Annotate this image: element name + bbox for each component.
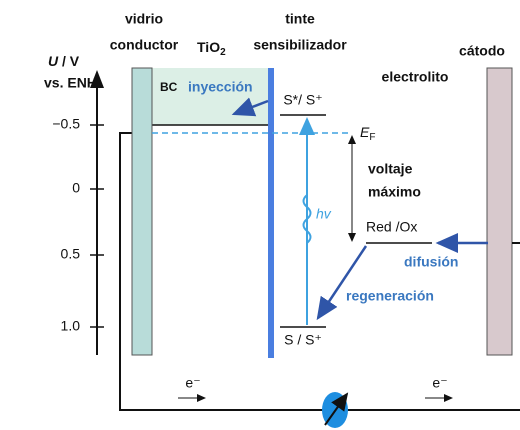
axis-unit: / V	[62, 53, 80, 69]
glass-label: vidrio	[125, 11, 163, 27]
conduction-band-region	[152, 68, 270, 125]
photon-wave	[302, 194, 312, 244]
tick-label: 1.0	[61, 318, 81, 334]
tio2-label: TiO2	[197, 39, 226, 58]
tick-label: −0.5	[52, 116, 80, 132]
tio2-subscript: 2	[220, 47, 226, 58]
circuit-wire	[119, 132, 520, 411]
dye-layer	[268, 68, 274, 358]
cathode	[486, 67, 513, 356]
fermi-subscript: F	[369, 132, 375, 143]
axis-label: U / V	[48, 53, 80, 69]
photon-label: hv	[316, 206, 332, 222]
voltage-label: máximo	[368, 184, 421, 200]
fermi-label: EF	[360, 124, 375, 143]
regeneration-label: regeneración	[346, 288, 434, 304]
tick-label: 0	[72, 180, 80, 196]
tio2-formula: TiO	[197, 39, 220, 55]
axis-ticks	[90, 124, 104, 328]
tick-label: 0.5	[61, 246, 81, 262]
dye-label: tinte	[285, 11, 315, 27]
band-label: BC	[160, 80, 178, 94]
cathode-label: cátodo	[459, 43, 505, 59]
glass-label: conductor	[110, 37, 179, 53]
ground-label: S / S⁺	[284, 332, 322, 348]
axis-reference: vs. ENH	[44, 75, 97, 91]
axis-arrow	[90, 70, 104, 88]
voltage-label: voltaje	[368, 161, 413, 177]
injection-label: inyección	[188, 79, 253, 95]
fermi-symbol: E	[360, 124, 370, 140]
glass-electrode	[131, 67, 153, 356]
axis-symbol: U	[48, 53, 59, 69]
electrolyte-label: electrolito	[382, 69, 449, 85]
dye-label: sensibilizador	[253, 37, 347, 53]
load-arrow	[324, 392, 349, 426]
diffusion-label: difusión	[404, 254, 458, 270]
excited-label: S*/ S⁺	[283, 92, 322, 108]
electron-label: e⁻	[432, 375, 447, 391]
electron-label: e⁻	[185, 375, 200, 391]
redox-label: Red /Ox	[366, 219, 417, 235]
regeneration-arrow	[316, 245, 368, 321]
injection-arrow	[231, 97, 269, 117]
